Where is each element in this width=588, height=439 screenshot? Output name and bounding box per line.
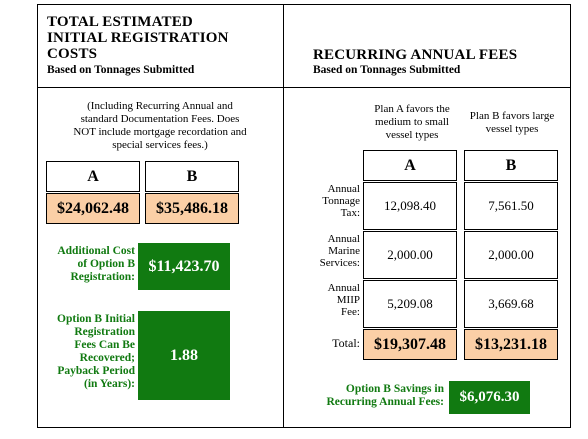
row-label-line: Fee: [341, 306, 360, 318]
right-title: RECURRING ANNUAL FEES [313, 47, 518, 63]
row-label-line: Marine [328, 245, 360, 257]
payback-label-line: Option B Initial [57, 313, 135, 325]
miip-fee-b: 3,669.68 [464, 280, 558, 328]
additional-cost-label-line: Additional Cost [57, 245, 135, 257]
left-title-line: INITIAL REGISTRATION [47, 30, 229, 46]
fees-note: (Including Recurring Annual and standard… [42, 100, 278, 152]
marine-services-label: Annual Marine Services: [302, 233, 360, 269]
plan-a-line: vessel types [385, 129, 439, 141]
tonnage-tax-label: Annual Tonnage Tax: [302, 183, 360, 219]
left-col-a-header: A [46, 161, 140, 192]
column-divider [283, 4, 284, 428]
miip-fee-a: 5,209.08 [363, 280, 457, 328]
fees-note-line: (Including Recurring Annual and [87, 100, 233, 112]
left-col-b-header: B [145, 161, 239, 192]
right-col-b-header: B [464, 150, 558, 181]
row-label-line: Annual [327, 282, 360, 294]
plan-b-description: Plan B favors large vessel types [460, 110, 564, 136]
additional-cost-label-line: Registration: [70, 271, 135, 283]
right-subtitle: Based on Tonnages Submitted [313, 64, 461, 76]
recurring-total-b: $13,231.18 [464, 329, 558, 360]
marine-services-b: 2,000.00 [464, 231, 558, 279]
additional-cost-label-line: of Option B [77, 258, 135, 270]
left-title-line: TOTAL ESTIMATED [47, 14, 193, 30]
payback-label: Option B Initial Registration Fees Can B… [40, 313, 135, 391]
payback-label-line: Fees Can Be [74, 339, 135, 351]
recurring-total-a: $19,307.48 [363, 329, 457, 360]
fees-note-line: standard Documentation Fees. Does [80, 113, 240, 125]
total-label: Total: [332, 336, 360, 350]
row-label-line: Tonnage [322, 195, 360, 207]
fees-note-line: special services fees.) [112, 139, 208, 151]
tonnage-tax-b: 7,561.50 [464, 182, 558, 230]
plan-b-line: vessel types [485, 123, 539, 135]
payback-label-line: Recovered; [79, 352, 135, 364]
row-label-line: Tax: [340, 207, 360, 219]
initial-total-b: $35,486.18 [145, 193, 239, 224]
plan-a-description: Plan A favors the medium to small vessel… [362, 103, 462, 142]
report-frame [37, 4, 571, 428]
left-title-line: COSTS [47, 46, 98, 62]
miip-fee-label: Annual MIIP Fee: [302, 282, 360, 318]
left-title: TOTAL ESTIMATED INITIAL REGISTRATION COS… [47, 14, 277, 62]
additional-cost-label: Additional Cost of Option B Registration… [40, 245, 135, 284]
right-col-a-header: A [363, 150, 457, 181]
row-label-line: Services: [319, 257, 360, 269]
row-label-line: MIIP [336, 294, 360, 306]
header-divider [37, 87, 571, 88]
row-label-line: Annual [327, 183, 360, 195]
fees-note-line: NOT include mortgage recordation and [73, 126, 247, 138]
marine-services-a: 2,000.00 [363, 231, 457, 279]
plan-a-line: Plan A favors the [374, 103, 450, 115]
initial-total-a: $24,062.48 [46, 193, 140, 224]
plan-a-line: medium to small [375, 116, 449, 128]
payback-period-value: 1.88 [138, 311, 230, 400]
plan-b-line: Plan B favors large [469, 110, 555, 122]
savings-label: Option B Savings in Recurring Annual Fee… [296, 383, 444, 409]
row-label-line: Annual [327, 233, 360, 245]
savings-label-line: Option B Savings in [345, 383, 444, 395]
tonnage-tax-a: 12,098.40 [363, 182, 457, 230]
payback-label-line: (in Years): [84, 378, 135, 390]
savings-label-line: Recurring Annual Fees: [326, 396, 444, 408]
payback-label-line: Payback Period [57, 365, 135, 377]
left-subtitle: Based on Tonnages Submitted [47, 64, 195, 76]
additional-cost-value: $11,423.70 [138, 243, 230, 290]
payback-label-line: Registration [74, 326, 135, 338]
savings-value: $6,076.30 [449, 381, 530, 414]
